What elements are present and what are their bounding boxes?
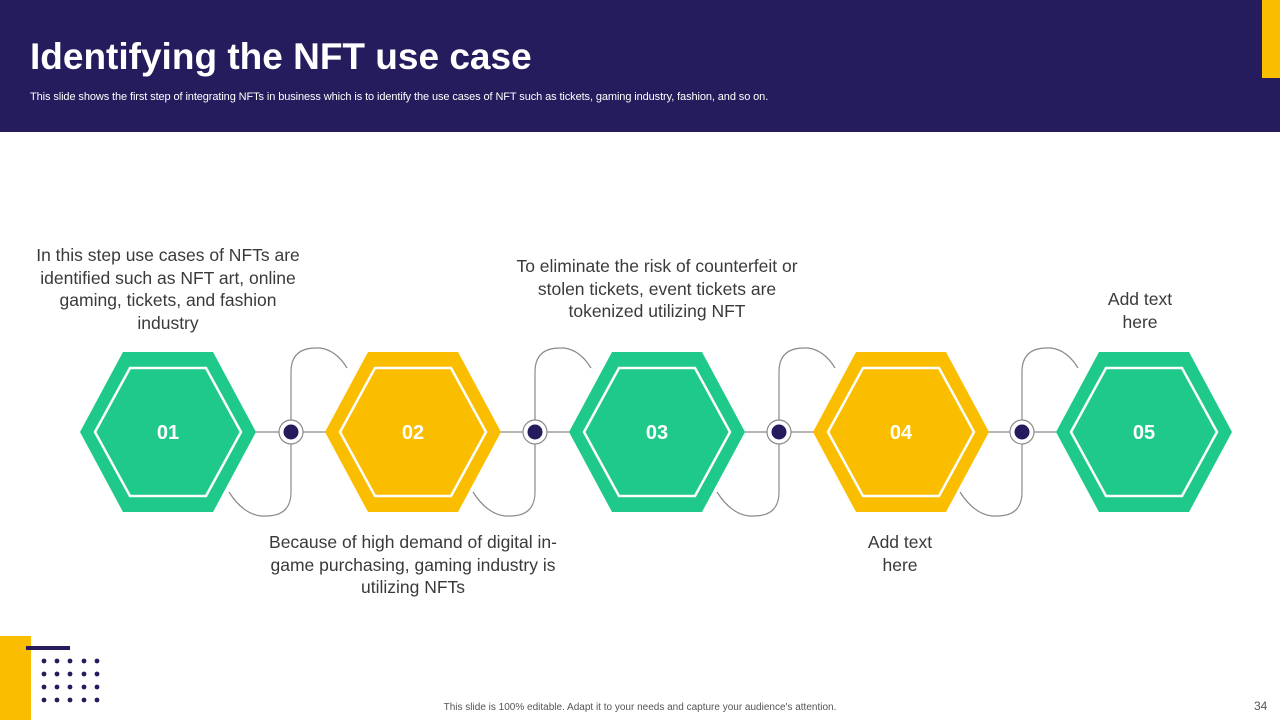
step-number-label: 02 [402,422,424,444]
step-hexagon-5: 05 [1056,352,1232,512]
step-description-1: In this step use cases of NFTs are ident… [36,245,300,333]
step-description-3: To eliminate the risk of counterfeit or … [516,256,798,321]
header-banner [0,0,1280,132]
slide-title: Identifying the NFT use case [30,36,532,77]
corner-accent-line [26,646,70,650]
hexagon-inner-outline [338,366,488,498]
step-description-4: Add text here [867,532,933,575]
hexagon-inner-outline [582,366,732,498]
curve-connector-4-top [1021,347,1079,420]
curve-connector-1-top [290,347,348,420]
step-hexagon-2: 02 [325,352,501,512]
connector-node-3 [766,419,792,445]
hexagon-inner-outline [1069,366,1219,498]
step-number-label: 01 [157,422,179,444]
step-description-5: Add text here [1107,289,1173,332]
step-number-label: 04 [890,422,913,444]
step-hexagon-3: 03 [569,352,745,512]
hexagon-outer [325,352,501,512]
step-number-label: 03 [646,422,668,444]
curve-connector-1-bottom [228,444,292,517]
corner-accent-bar [0,636,31,720]
connector-node-4 [1009,419,1035,445]
curve-connector-2-bottom [472,444,536,517]
hexagon-outer [1056,352,1232,512]
curve-connector-2-top [534,347,592,420]
decorative-dot-grid [41,658,100,703]
curve-connector-4-bottom [959,444,1023,517]
slide-subtitle: This slide shows the first step of integ… [30,91,769,103]
hexagon-outer [569,352,745,512]
curve-connector-3-bottom [716,444,780,517]
hexagon-outer [813,352,989,512]
footer-note: This slide is 100% editable. Adapt it to… [443,702,837,713]
hexagon-outer [80,352,256,512]
step-hexagon-1: 01 [80,352,256,512]
step-hexagon-4: 04 [813,352,989,512]
connector-node-1 [278,419,304,445]
connector-nodes [278,419,1035,445]
hexagon-inner-outline [93,366,243,498]
header-accent-bar [1262,0,1280,78]
step-description-2: Because of high demand of digital in-gam… [269,532,557,597]
curve-connector-3-top [778,347,836,420]
connector-node-2 [522,419,548,445]
step-number-label: 05 [1133,422,1155,444]
hexagon-inner-outline [826,366,976,498]
page-number: 34 [1254,699,1268,713]
curve-connectors [228,347,1079,517]
